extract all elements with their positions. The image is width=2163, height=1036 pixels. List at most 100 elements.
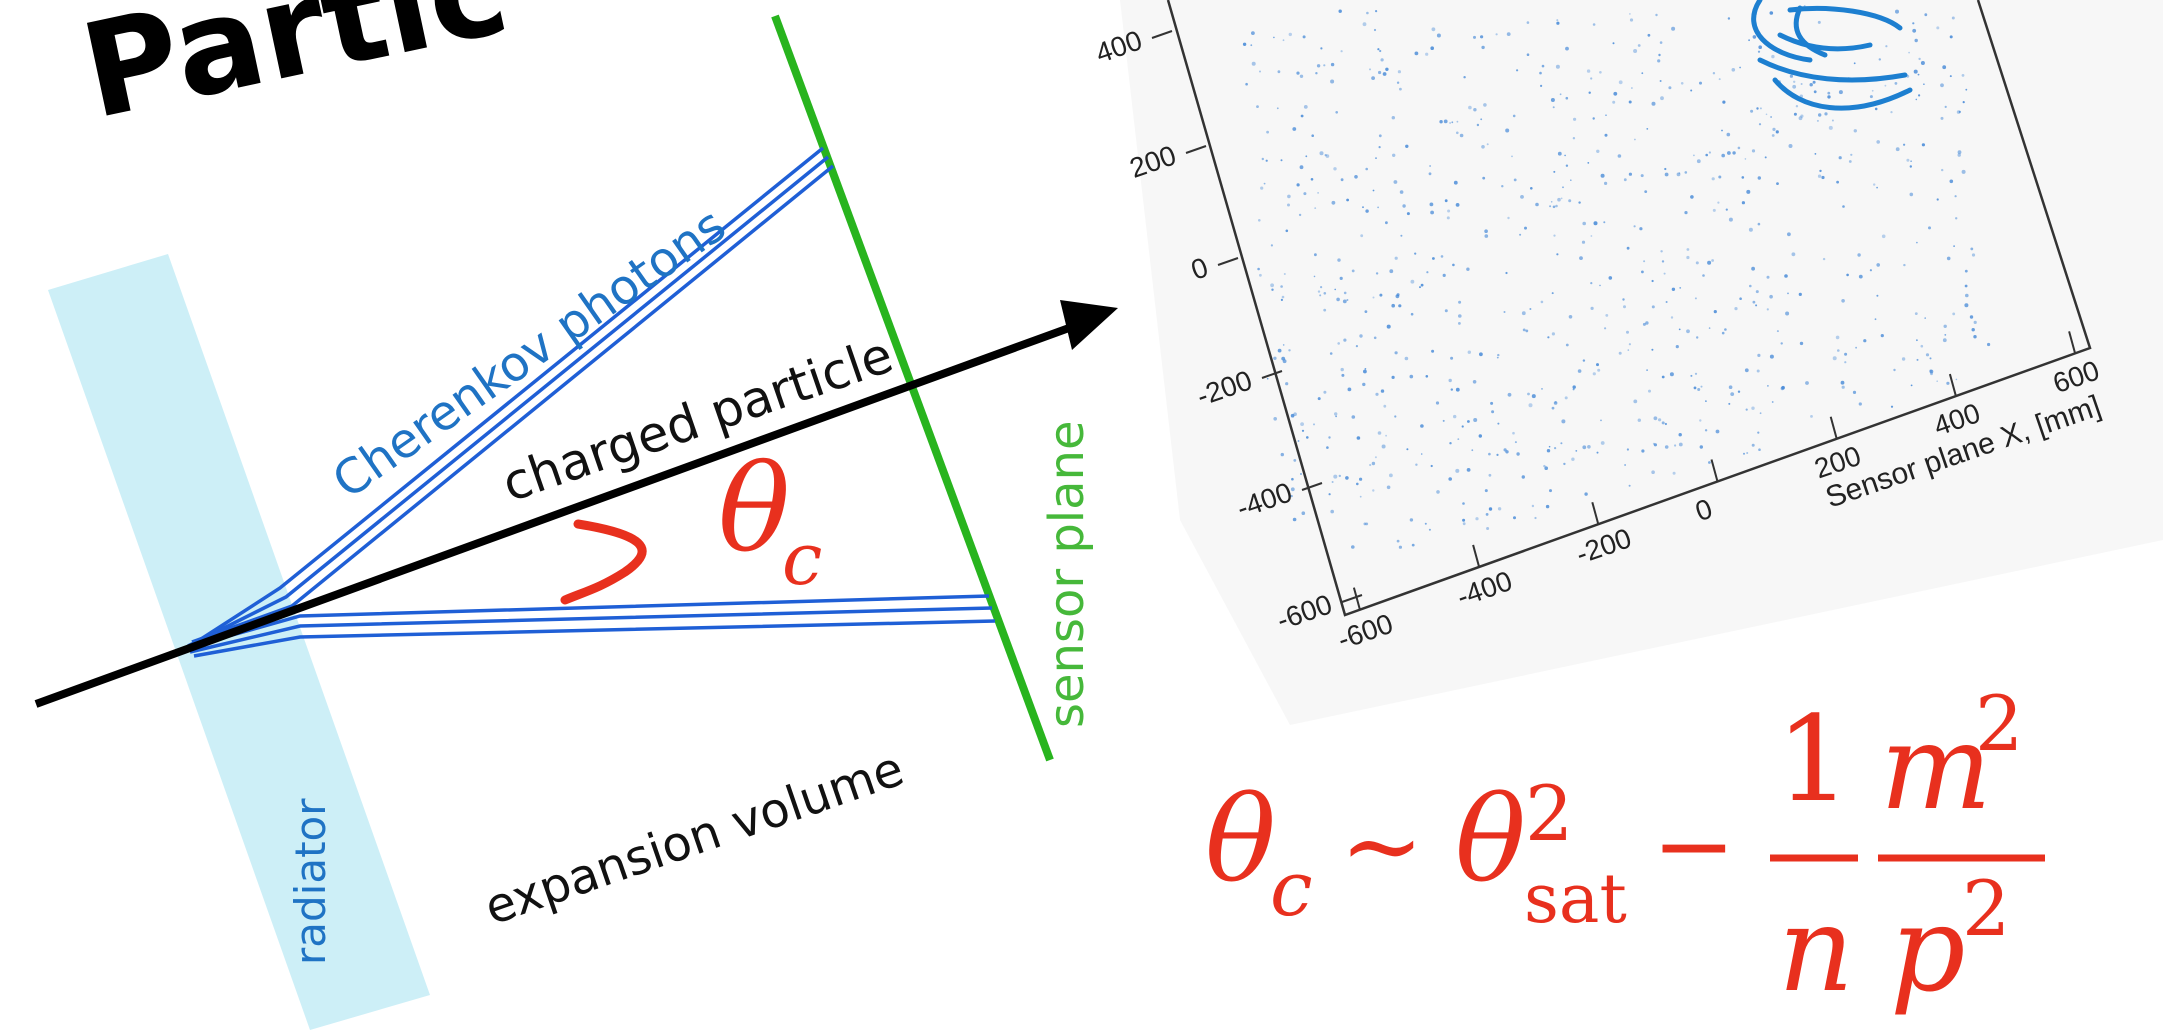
hit-point <box>1560 197 1563 200</box>
hit-point <box>1901 357 1906 361</box>
hit-point <box>1599 284 1601 287</box>
hit-point <box>1428 172 1432 176</box>
x-tick-mark <box>1710 459 1719 482</box>
hit-point <box>1842 205 1845 208</box>
hit-point <box>1429 165 1431 167</box>
hit-point <box>1378 134 1382 138</box>
hit-point <box>1458 300 1462 304</box>
hit-point <box>1944 334 1947 336</box>
hit-point <box>1817 174 1822 178</box>
hit-point <box>1556 21 1560 25</box>
hit-point <box>1758 123 1762 126</box>
hit-point <box>1699 445 1704 449</box>
hit-point <box>1987 342 1991 347</box>
hit-point <box>1757 222 1761 226</box>
hit-point <box>1592 117 1595 120</box>
hit-point <box>1603 221 1606 224</box>
hit-point <box>1684 171 1688 174</box>
hit-point <box>1564 154 1566 157</box>
hit-point <box>1288 349 1291 352</box>
hit-point <box>1503 448 1507 452</box>
hit-point <box>1695 261 1699 265</box>
hit-point <box>1555 204 1558 208</box>
hit-point <box>1789 74 1793 78</box>
hit-point <box>1764 156 1767 159</box>
hit-point <box>1458 322 1461 325</box>
hit-point <box>1671 26 1676 31</box>
formula-numerator-m: m <box>1880 698 1992 836</box>
hit-point <box>1354 175 1358 179</box>
hit-point <box>1914 312 1918 315</box>
hit-point <box>1672 471 1676 475</box>
hit-point <box>1756 107 1759 110</box>
hit-point <box>1513 178 1517 182</box>
hit-point <box>1894 82 1898 85</box>
hit-point <box>1836 180 1839 184</box>
hit-point <box>1315 72 1318 75</box>
hit-point <box>1679 287 1682 289</box>
hit-point <box>1641 270 1644 274</box>
hit-point <box>1757 353 1761 357</box>
hit-point <box>1484 229 1488 233</box>
formula-sup-p2: 2 <box>1962 864 2010 953</box>
hit-point <box>1251 61 1256 66</box>
hit-point <box>1556 253 1559 256</box>
hit-point <box>1323 64 1326 67</box>
hit-point <box>1912 22 1915 25</box>
hit-point <box>1400 234 1403 237</box>
hit-point <box>1430 46 1434 50</box>
hit-point <box>1780 342 1783 345</box>
hit-point <box>1648 389 1651 393</box>
hit-point <box>1383 404 1387 408</box>
hit-point <box>1521 475 1526 479</box>
hit-point <box>1903 143 1906 146</box>
hit-point <box>1335 415 1337 418</box>
hit-point <box>1813 90 1817 94</box>
hit-point <box>1516 69 1519 72</box>
hit-point <box>1436 33 1441 38</box>
hit-point <box>1337 258 1341 262</box>
hit-point <box>1590 282 1593 285</box>
angle-arc-mark <box>560 519 647 605</box>
hit-point <box>1486 527 1490 530</box>
hit-point <box>1852 390 1857 394</box>
hit-point <box>1571 457 1575 461</box>
hit-point <box>1838 156 1842 160</box>
hit-point <box>1775 130 1779 134</box>
hit-point <box>1406 448 1409 451</box>
hit-point <box>1582 445 1587 450</box>
hit-point <box>1559 93 1562 96</box>
hit-point <box>1766 275 1770 279</box>
hit-point <box>1627 349 1630 351</box>
hit-point <box>1488 507 1493 511</box>
hit-point <box>1455 387 1460 392</box>
hit-point <box>1481 45 1485 50</box>
formula-denominator-p: p <box>1890 880 1966 1018</box>
hit-point <box>1592 23 1596 26</box>
hit-point <box>1366 11 1369 15</box>
hit-point <box>1522 328 1526 332</box>
hit-point <box>1696 159 1701 164</box>
hit-point <box>1452 263 1455 267</box>
hit-point <box>1429 202 1434 207</box>
hit-point <box>1475 517 1479 521</box>
hit-point <box>1590 235 1593 237</box>
hit-point <box>1505 271 1508 275</box>
hit-point <box>1613 91 1618 96</box>
hit-point <box>1586 69 1591 73</box>
hit-point <box>1678 328 1681 331</box>
hit-point <box>1386 324 1391 329</box>
hit-point <box>1646 127 1649 130</box>
hit-point <box>1781 385 1785 390</box>
hit-point <box>1647 33 1651 37</box>
hit-point <box>1550 201 1553 203</box>
hit-point <box>1916 358 1919 361</box>
hit-point <box>1287 194 1291 199</box>
hit-point <box>1266 130 1269 134</box>
hit-point <box>1739 297 1742 301</box>
hit-point <box>1890 405 1894 408</box>
hit-point <box>1371 461 1376 466</box>
hit-point <box>1705 153 1708 157</box>
hit-point <box>1534 516 1537 520</box>
hit-point <box>1715 429 1720 434</box>
